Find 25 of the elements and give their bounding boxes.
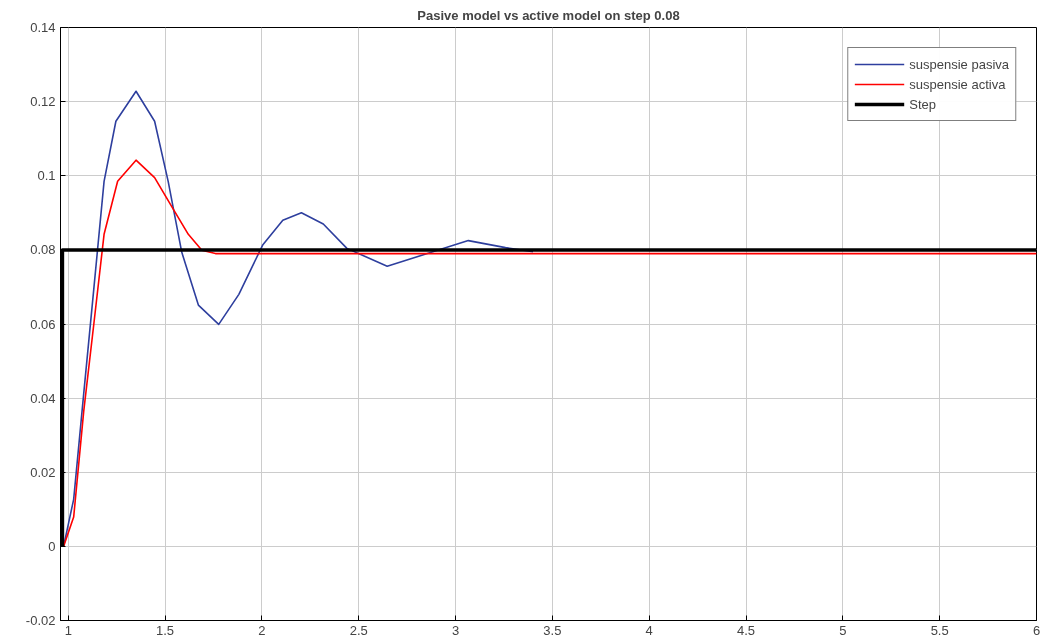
chart-title: Pasive model vs active model on step 0.08 — [417, 7, 680, 23]
y-tick-label: 0.08 — [30, 242, 56, 258]
y-tick-label: 0.14 — [30, 20, 56, 35]
y-tick-label: 0.02 — [30, 464, 56, 480]
y-tick-label: 0 — [48, 538, 56, 554]
legend-label: suspensie activa — [909, 76, 1006, 92]
x-tick-label: 2.5 — [349, 622, 368, 637]
x-tick-label: 1 — [64, 622, 72, 637]
legend-label: Step — [909, 96, 937, 112]
y-tick-label: 0.04 — [30, 390, 56, 406]
x-tick-label: 3 — [451, 622, 460, 637]
x-tick-label: 4 — [645, 622, 653, 637]
x-tick-label: 5 — [839, 622, 847, 637]
x-tick-label: 1.5 — [156, 622, 175, 637]
y-tick-label: 0.1 — [37, 168, 56, 184]
y-tick-label: 0.12 — [30, 94, 56, 110]
x-tick-label: 6 — [1032, 622, 1041, 637]
line-series — [62, 159, 1037, 548]
x-tick-label: 2 — [258, 622, 266, 637]
y-tick-label: 0.06 — [30, 316, 56, 332]
y-tick-label: -0.02 — [25, 613, 56, 628]
legend-label: suspensie pasiva — [909, 56, 1009, 72]
x-tick-label: 4.5 — [736, 622, 756, 637]
x-tick-label: 5.5 — [930, 622, 949, 637]
x-tick-label: 3.5 — [543, 622, 562, 637]
